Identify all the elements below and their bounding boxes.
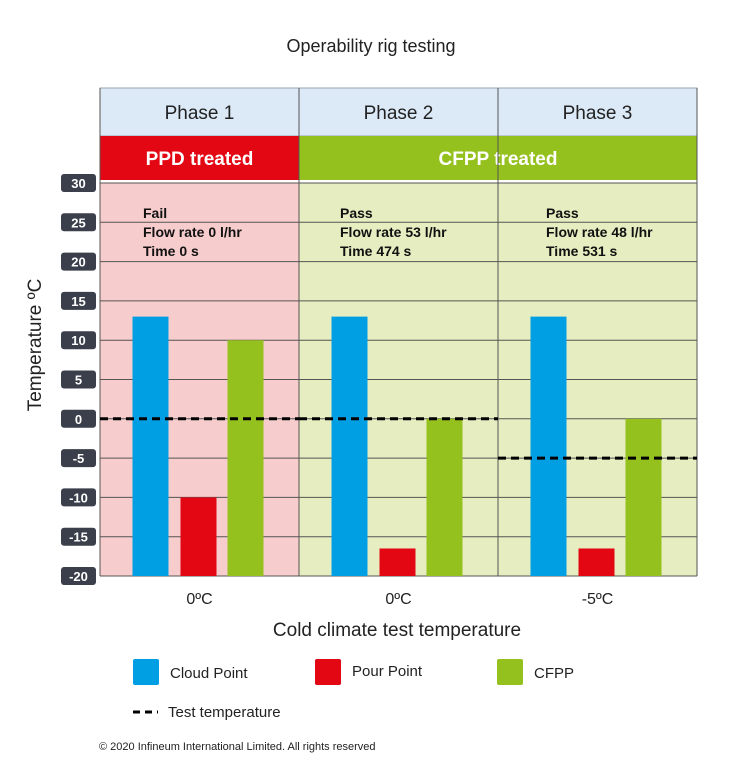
annotation-phase-2-line-3: Time 474 s xyxy=(340,243,412,259)
bar-cloud-point-phase-3 xyxy=(530,316,567,576)
phase-label-1: Phase 1 xyxy=(165,103,235,124)
phase-label-2: Phase 2 xyxy=(364,103,434,124)
legend-swatch-cfpp xyxy=(497,659,523,685)
x-axis-tick-labels: 0ºC 0ºC -5ºC xyxy=(186,591,613,608)
bar-cfpp-phase-1 xyxy=(227,340,264,576)
annotation-phase-2-line-1: Pass xyxy=(340,205,373,221)
annotation-phase-1-line-3: Time 0 s xyxy=(143,243,199,259)
y-tick-label: -15 xyxy=(69,530,88,545)
test-temperature-lines xyxy=(100,417,697,460)
y-tick-badge xyxy=(61,370,96,389)
treatment-label-ppd-treated: PPD treated xyxy=(146,149,254,170)
y-tick-label: -20 xyxy=(69,569,88,584)
y-tick-badge xyxy=(61,527,96,546)
y-tick-badge xyxy=(61,174,96,192)
bar-cloud-point-phase-2 xyxy=(331,316,368,576)
y-tick-label: 30 xyxy=(71,176,85,191)
y-tick-label: 5 xyxy=(75,373,82,388)
legend-label-cloud-point: Cloud Point xyxy=(170,665,248,682)
x-tick-label-2: 0ºC xyxy=(385,591,411,608)
bar-cfpp-phase-3 xyxy=(625,418,662,576)
bar-pour-point-phase-1 xyxy=(180,497,217,576)
y-tick-label: 10 xyxy=(71,333,85,348)
y-tick-badge xyxy=(61,409,96,428)
phase-annotations: Fail Flow rate 0 l/hr Time 0 s Pass Flow rat… xyxy=(143,205,653,259)
legend-label-test-temperature: Test temperature xyxy=(168,704,281,721)
y-tick-badge xyxy=(61,291,96,310)
treatment-band-ppd-treated xyxy=(100,136,299,180)
y-tick-label: -5 xyxy=(73,451,85,466)
annotation-phase-2-line-2: Flow rate 53 l/hr xyxy=(340,224,447,240)
y-tick-label: 0 xyxy=(75,412,82,427)
annotation-phase-3-line-3: Time 531 s xyxy=(546,243,618,259)
y-axis-ticks: 30 25 20 15 10 5 0 -5 -10 -15 -20 xyxy=(61,174,96,585)
y-tick-badge xyxy=(61,331,96,350)
annotation-phase-1-line-2: Flow rate 0 l/hr xyxy=(143,224,242,240)
phase-headers: Phase 1 Phase 2 Phase 3 xyxy=(99,87,698,137)
x-tick-label-3: -5ºC xyxy=(582,591,614,608)
x-axis-label: Cold climate test temperature xyxy=(273,620,521,641)
y-tick-badge xyxy=(61,488,96,507)
y-tick-label: -10 xyxy=(69,490,88,505)
legend-swatch-pour-point xyxy=(315,659,341,685)
legend-label-pour-point: Pour Point xyxy=(352,663,423,680)
bars xyxy=(132,316,662,576)
y-tick-badge xyxy=(61,567,96,585)
bar-pour-point-phase-2 xyxy=(379,548,416,576)
y-axis-label: Temperature ºC xyxy=(25,279,46,412)
x-tick-label-1: 0ºC xyxy=(186,591,212,608)
copyright-notice: © 2020 Infineum International Limited. A… xyxy=(99,741,376,753)
chart-title: Operability rig testing xyxy=(286,36,455,56)
treatment-bands: PPD treated CFPP treated xyxy=(100,136,697,180)
y-tick-badge xyxy=(61,449,96,468)
y-tick-label: 20 xyxy=(71,255,85,270)
y-tick-label: 25 xyxy=(71,215,85,230)
annotation-phase-3-line-1: Pass xyxy=(546,205,579,221)
phase-label-3: Phase 3 xyxy=(563,103,633,124)
annotation-phase-1-line-1: Fail xyxy=(143,205,167,221)
bar-cfpp-phase-2 xyxy=(426,418,463,576)
bar-cloud-point-phase-1 xyxy=(132,316,169,576)
legend: Cloud Point Pour Point CFPP Test tempera… xyxy=(133,659,574,721)
y-tick-badge xyxy=(61,252,96,271)
annotation-phase-3-line-2: Flow rate 48 l/hr xyxy=(546,224,653,240)
y-tick-label: 15 xyxy=(71,294,85,309)
bar-pour-point-phase-3 xyxy=(578,548,615,576)
y-tick-badge xyxy=(61,213,96,232)
legend-label-cfpp: CFPP xyxy=(534,665,574,682)
legend-swatch-cloud-point xyxy=(133,659,159,685)
